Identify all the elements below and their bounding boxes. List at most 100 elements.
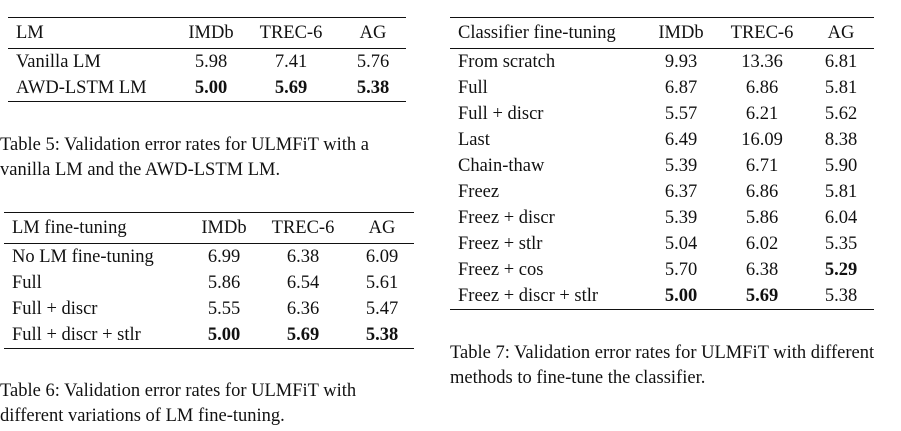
table-cell: 5.69 <box>286 325 320 345</box>
table-cell: 5.39 <box>664 208 698 228</box>
table-row: No LM fine-tuning 6.99 6.38 6.09 <box>4 243 414 271</box>
table-cell: 6.54 <box>286 273 320 293</box>
table-cell: 5.62 <box>824 104 858 124</box>
table-cell: 5.04 <box>664 234 698 254</box>
table-cell: 6.02 <box>745 234 779 254</box>
table-header: TREC-6 <box>271 218 335 238</box>
table-row: From scratch 9.93 13.36 6.81 <box>450 48 874 76</box>
table-cell: 5.38 <box>824 286 858 306</box>
table-row: Freez + discr 5.39 5.86 6.04 <box>450 205 874 231</box>
table-cell: 5.35 <box>824 234 858 254</box>
table-cell: 13.36 <box>741 52 783 72</box>
table-cell: 8.38 <box>824 130 858 150</box>
table-cell: 5.70 <box>664 260 698 280</box>
table-row: AWD-LSTM LM 5.00 5.69 5.38 <box>8 75 406 102</box>
table-cell: Full + discr <box>458 104 544 124</box>
table-6-grid: LM fine-tuning IMDb TREC-6 AG No LM fine… <box>4 212 414 349</box>
table-cell: 6.49 <box>664 130 698 150</box>
table-row: Vanilla LM 5.98 7.41 5.76 <box>8 48 406 76</box>
table-6: LM fine-tuning IMDb TREC-6 AG No LM fine… <box>4 212 414 349</box>
table-header: Classifier fine-tuning <box>458 23 616 43</box>
table-header: IMDb <box>201 218 247 238</box>
table-header: LM <box>16 23 44 43</box>
table-cell: 6.21 <box>745 104 779 124</box>
table-cell: 5.00 <box>207 325 241 345</box>
table-header: AG <box>827 23 855 43</box>
table-cell: 6.36 <box>286 299 320 319</box>
table-cell: Chain-thaw <box>458 156 545 176</box>
table-row: Freez + stlr 5.04 6.02 5.35 <box>450 231 874 257</box>
table-header: AG <box>359 23 387 43</box>
table-cell: 5.90 <box>824 156 858 176</box>
table-cell: No LM fine-tuning <box>12 247 154 267</box>
table-cell: 5.81 <box>824 182 858 202</box>
table-cell: 5.86 <box>207 273 241 293</box>
table-cell: 6.38 <box>745 260 779 280</box>
table-cell: 5.29 <box>824 260 858 280</box>
table-row: Full + discr 5.55 6.36 5.47 <box>4 296 414 322</box>
table-cell: 16.09 <box>741 130 783 150</box>
table-cell: Freez + discr + stlr <box>458 286 599 306</box>
table-cell: 5.61 <box>365 273 399 293</box>
table-5-grid: LM IMDb TREC-6 AG Vanilla LM 5.98 7.41 5… <box>8 17 406 102</box>
table-cell: 6.38 <box>286 247 320 267</box>
table-row: Chain-thaw 5.39 6.71 5.90 <box>450 153 874 179</box>
table-header: TREC-6 <box>259 23 323 43</box>
table-cell: 6.86 <box>745 182 779 202</box>
table-row: Full + discr 5.57 6.21 5.62 <box>450 101 874 127</box>
table-7-grid: Classifier fine-tuning IMDb TREC-6 AG Fr… <box>450 17 874 310</box>
table-cell: 6.87 <box>664 78 698 98</box>
table-cell: 5.69 <box>745 286 779 306</box>
table-cell: 5.86 <box>745 208 779 228</box>
table-cell: 6.86 <box>745 78 779 98</box>
table-cell: 5.00 <box>664 286 698 306</box>
table-cell: 6.71 <box>745 156 779 176</box>
table-cell: Freez <box>458 182 500 202</box>
table-5-caption: Table 5: Validation error rates for ULMF… <box>0 135 369 180</box>
table-cell: Full <box>458 78 488 98</box>
table-cell: 6.04 <box>824 208 858 228</box>
table-row: Freez + cos 5.70 6.38 5.29 <box>450 257 874 283</box>
table-cell: 7.41 <box>274 52 308 72</box>
table-cell: Full + discr <box>12 299 98 319</box>
table-cell: Full + discr + stlr <box>12 325 141 345</box>
table-5: LM IMDb TREC-6 AG Vanilla LM 5.98 7.41 5… <box>8 17 406 102</box>
table-header: TREC-6 <box>730 23 794 43</box>
table-cell: 5.76 <box>356 52 390 72</box>
table-cell: 5.81 <box>824 78 858 98</box>
table-cell: 5.39 <box>664 156 698 176</box>
table-cell: 5.47 <box>365 299 399 319</box>
table-header: IMDb <box>188 23 234 43</box>
table-7-caption: Table 7: Validation error rates for ULMF… <box>450 343 875 388</box>
table-cell: 5.38 <box>365 325 399 345</box>
table-cell: 6.81 <box>824 52 858 72</box>
table-cell: 9.93 <box>664 52 698 72</box>
table-cell: 5.57 <box>664 104 698 124</box>
table-header: AG <box>368 218 396 238</box>
table-row: Freez 6.37 6.86 5.81 <box>450 179 874 205</box>
table-row: Last 6.49 16.09 8.38 <box>450 127 874 153</box>
table-cell: 5.00 <box>194 78 228 98</box>
table-cell: 5.38 <box>356 78 390 98</box>
table-cell: Vanilla LM <box>16 52 101 72</box>
table-cell: 5.98 <box>194 52 228 72</box>
table-cell: 5.69 <box>274 78 308 98</box>
table-cell: 6.37 <box>664 182 698 202</box>
table-cell: Full <box>12 273 42 293</box>
table-cell: From scratch <box>458 52 556 72</box>
table-row: Full 5.86 6.54 5.61 <box>4 270 414 296</box>
table-cell: Freez + cos <box>458 260 544 280</box>
table-7: Classifier fine-tuning IMDb TREC-6 AG Fr… <box>450 17 874 310</box>
table-cell: 5.55 <box>207 299 241 319</box>
table-row: Freez + discr + stlr 5.00 5.69 5.38 <box>450 283 874 310</box>
table-cell: Freez + stlr <box>458 234 543 254</box>
table-row: Full 6.87 6.86 5.81 <box>450 75 874 101</box>
table-6-caption: Table 6: Validation error rates for ULMF… <box>0 381 357 426</box>
table-cell: Last <box>458 130 490 150</box>
table-cell: 6.99 <box>207 247 241 267</box>
table-row: Full + discr + stlr 5.00 5.69 5.38 <box>4 322 414 349</box>
table-cell: 6.09 <box>365 247 399 267</box>
table-header: IMDb <box>658 23 704 43</box>
table-cell: Freez + discr <box>458 208 555 228</box>
table-header: LM fine-tuning <box>12 218 127 238</box>
